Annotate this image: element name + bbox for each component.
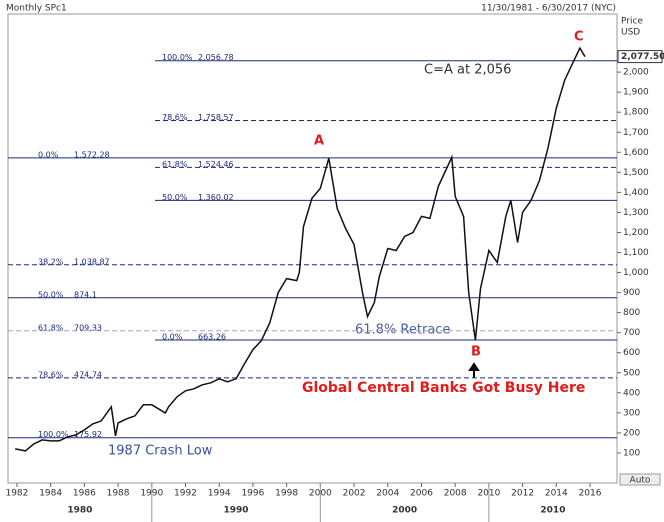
y-tick-label: 300: [623, 408, 640, 418]
y-tick-label: 400: [623, 388, 640, 398]
fib-value: 175.92: [74, 430, 102, 439]
fib-value: 1,360.02: [198, 193, 234, 202]
decade-label: 1990: [224, 506, 249, 516]
y-axis-label: Price: [621, 17, 643, 27]
chart-subtitle: 11/30/1981 - 6/30/2017 (NYC): [481, 4, 616, 14]
decade-label: 2010: [540, 506, 565, 516]
last-price-box: [617, 50, 663, 64]
annotation: C=A at 2,056: [424, 63, 511, 78]
plot-frame: [7, 13, 618, 484]
x-tick-label: 1984: [39, 489, 62, 499]
x-tick-label: 1998: [275, 489, 298, 499]
y-tick-label: 500: [623, 368, 640, 378]
fib-pct: 61.8%: [38, 323, 64, 332]
annotation: Global Central Banks Got Busy Here: [302, 380, 585, 396]
y-tick-label: 2,000: [623, 68, 649, 78]
auto-label: Auto: [630, 476, 651, 486]
annotation: 1987 Crash Low: [108, 444, 213, 459]
chart-title: Monthly SPc1: [6, 4, 67, 14]
y-tick-label: 600: [623, 348, 640, 358]
fib-pct: 100.0%: [162, 53, 193, 62]
y-tick-label: 1,300: [623, 208, 649, 218]
x-tick-label: 2004: [376, 489, 399, 499]
fib-value: 1,572.28: [74, 150, 110, 159]
x-tick-label: 1994: [208, 489, 231, 499]
x-tick-label: 1986: [73, 489, 96, 499]
fib-value: 709.33: [74, 323, 102, 332]
y-tick-label: 700: [623, 328, 640, 338]
fib-pct: 78.6%: [38, 370, 64, 379]
fib-value: 1,758.57: [198, 113, 234, 122]
x-tick-label: 2006: [410, 489, 433, 499]
y-tick-label: 200: [623, 428, 640, 438]
y-axis-unit: USD: [621, 28, 640, 38]
y-tick-label: 1,100: [623, 248, 649, 258]
fib-value: 2,056.78: [198, 53, 234, 62]
point-label: A: [314, 134, 324, 149]
y-tick-label: 1,200: [623, 228, 649, 238]
arrow: [468, 362, 480, 378]
x-tick-label: 2008: [444, 489, 467, 499]
fib-value: 1,038.87: [74, 257, 110, 266]
fib-pct: 100.0%: [38, 430, 69, 439]
x-tick-label: 2002: [343, 489, 366, 499]
y-tick-label: 1,000: [623, 268, 649, 278]
y-tick-label: 1,700: [623, 128, 649, 138]
y-tick-label: 1,500: [623, 168, 649, 178]
y-tick-label: 1,400: [623, 188, 649, 198]
fib-pct: 50.0%: [162, 193, 188, 202]
fib-value: 474.74: [74, 370, 102, 379]
fib-pct: 38.2%: [38, 257, 64, 266]
x-tick-label: 1996: [241, 489, 264, 499]
x-tick-label: 2016: [579, 489, 602, 499]
fib-value: 1,524.46: [198, 160, 234, 169]
auto-button[interactable]: [619, 473, 661, 486]
y-tick-label: 1,900: [623, 88, 649, 98]
y-tick-label: 1,800: [623, 108, 649, 118]
fib-pct: 50.0%: [38, 290, 64, 299]
x-tick-label: 2014: [545, 489, 568, 499]
fib-pct: 0.0%: [162, 333, 183, 342]
y-tick-label: 100: [623, 448, 640, 458]
fib-pct: 61.8%: [162, 160, 188, 169]
y-tick-label: 800: [623, 308, 640, 318]
x-tick-label: 1992: [174, 489, 197, 499]
annotation: 61.8% Retrace: [355, 323, 450, 338]
fib-pct: 0.0%: [38, 150, 59, 159]
point-label: C: [574, 30, 584, 45]
y-tick-label: 1,600: [623, 148, 649, 158]
decade-label: 2000: [392, 506, 417, 516]
last-price-label: 2,077.50: [621, 52, 664, 62]
y-tick-label: 900: [623, 288, 640, 298]
price-line: [15, 46, 586, 452]
decade-label: 1980: [67, 506, 92, 516]
fib-pct: 78.6%: [162, 113, 188, 122]
fib-value: 874.1: [74, 290, 97, 299]
x-tick-label: 1988: [107, 489, 130, 499]
fib-value: 663.26: [198, 333, 226, 342]
x-tick-label: 1982: [5, 489, 28, 499]
point-label: B: [471, 345, 481, 360]
x-tick-label: 2012: [511, 489, 534, 499]
